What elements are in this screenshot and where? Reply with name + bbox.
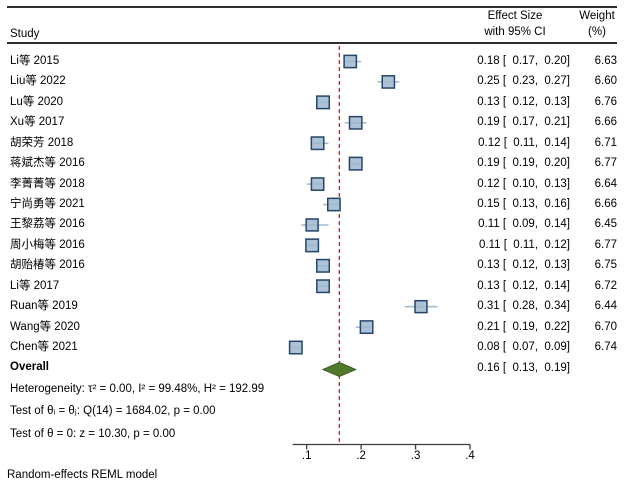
- effect-size-header-line2: with 95% CI: [484, 26, 546, 38]
- study-label: 宁尚勇等 2021: [10, 198, 85, 210]
- heterogeneity-stat: Heterogeneity: τ² = 0.00, I² = 99.48%, H…: [10, 383, 265, 395]
- weight-label: 6.60: [594, 75, 617, 88]
- effect-size-label: 0.31 [ 0.28, 0.34]: [477, 300, 570, 313]
- x-axis-tick-label: .4: [465, 450, 475, 462]
- weight-label: 6.71: [594, 136, 617, 149]
- effect-marker: [348, 156, 363, 171]
- effect-marker: [310, 136, 325, 151]
- weight-label: 6.66: [594, 116, 617, 129]
- weight-label: 6.77: [594, 157, 617, 170]
- header-rule: [7, 42, 617, 44]
- weight-header-line1: Weight: [579, 10, 615, 22]
- weight-label: 6.77: [594, 238, 617, 251]
- study-label: Li等 2015: [10, 55, 60, 67]
- effect-marker: [316, 95, 331, 110]
- effect-marker: [288, 340, 303, 355]
- x-axis-tick-label: .2: [356, 450, 366, 462]
- effect-marker: [327, 197, 341, 212]
- overall-effect-size-label: 0.16 [ 0.13, 0.19]: [477, 362, 570, 374]
- effect-size-label: 0.19 [ 0.17, 0.21]: [477, 116, 570, 129]
- study-label: Li等 2017: [10, 279, 60, 292]
- study-label: Ruan等 2019: [10, 300, 78, 313]
- model-note: Random-effects REML model: [7, 469, 158, 481]
- effect-size-label: 0.13 [ 0.12, 0.13]: [477, 95, 570, 108]
- effect-marker-fill: [311, 137, 324, 150]
- effect-size-label: 0.15 [ 0.13, 0.16]: [477, 198, 570, 210]
- effect-marker-fill: [316, 280, 330, 293]
- test-theta-zero-stat: Test of θ = 0: z = 10.30, p = 0.00: [10, 428, 176, 440]
- effect-marker-fill: [344, 55, 357, 68]
- x-axis-tick-label: .3: [410, 450, 421, 462]
- x-axis-tick-label: .1: [301, 450, 312, 462]
- study-label: Wang等 2020: [10, 320, 80, 333]
- effect-marker-fill: [305, 239, 319, 252]
- effect-marker-fill: [382, 75, 395, 89]
- effect-size-label: 0.13 [ 0.12, 0.13]: [477, 259, 570, 272]
- effect-marker: [310, 177, 325, 191]
- study-label: 胡贻椿等 2016: [10, 259, 85, 272]
- effect-size-label: 0.08 [ 0.07, 0.09]: [477, 341, 570, 354]
- study-label: Lu等 2020: [10, 95, 64, 108]
- effect-marker: [343, 54, 358, 69]
- weight-header-line2: (%): [588, 26, 606, 38]
- study-label: 蒋斌杰等 2016: [10, 157, 85, 170]
- study-label: Xu等 2017: [10, 116, 65, 129]
- weight-label: 6.76: [594, 95, 617, 108]
- study-label: Chen等 2021: [10, 341, 78, 354]
- study-label: 李菁菁等 2018: [10, 177, 85, 190]
- weight-label: 6.74: [594, 341, 617, 354]
- weight-label: 6.70: [594, 320, 617, 333]
- test-theta-equality-stat: Test of θᵢ = θⱼ: Q(14) = 1684.02, p = 0.…: [10, 405, 216, 417]
- effect-size-column-header: Effect Size with 95% CI: [455, 8, 575, 40]
- overall-label: Overall: [10, 361, 49, 373]
- effect-size-label: 0.19 [ 0.19, 0.20]: [477, 157, 570, 170]
- effect-size-label: 0.25 [ 0.23, 0.27]: [477, 75, 570, 88]
- effect-marker-fill: [306, 218, 319, 231]
- effect-marker: [305, 218, 319, 232]
- effect-marker-fill: [349, 116, 362, 129]
- effect-size-label: 0.13 [ 0.12, 0.14]: [477, 279, 570, 292]
- effect-marker: [305, 238, 320, 253]
- weight-label: 6.44: [594, 300, 617, 313]
- effect-marker-fill: [311, 177, 324, 191]
- effect-marker: [359, 320, 374, 335]
- effect-size-label: 0.11 [ 0.11, 0.12]: [478, 238, 570, 251]
- effect-marker-fill: [316, 96, 330, 109]
- effect-marker-fill: [360, 320, 373, 334]
- effect-marker-fill: [349, 157, 362, 170]
- top-rule: [7, 6, 617, 8]
- effect-marker: [316, 279, 330, 294]
- weight-label: 6.45: [594, 218, 617, 231]
- weight-label: 6.64: [594, 177, 617, 190]
- study-label: 胡荣芳 2018: [10, 136, 74, 149]
- weight-label: 6.66: [594, 198, 617, 210]
- effect-marker: [316, 258, 331, 273]
- study-column-header: Study: [10, 28, 40, 40]
- weight-label: 6.72: [594, 279, 617, 292]
- effect-size-label: 0.12 [ 0.10, 0.13]: [477, 177, 570, 190]
- effect-size-label: 0.11 [ 0.09, 0.14]: [478, 218, 570, 231]
- study-label: Liu等 2022: [10, 75, 66, 88]
- overall-diamond: [321, 361, 357, 377]
- effect-marker: [414, 299, 428, 314]
- effect-marker: [348, 115, 363, 130]
- weight-label: 6.75: [594, 259, 617, 272]
- effect-marker: [381, 75, 396, 89]
- effect-size-label: 0.21 [ 0.19, 0.22]: [477, 320, 570, 333]
- effect-marker-fill: [289, 341, 303, 354]
- effect-marker-fill: [316, 259, 330, 273]
- weight-column-header: Weight (%): [566, 8, 624, 40]
- effect-size-label: 0.12 [ 0.11, 0.14]: [478, 136, 570, 149]
- weight-label: 6.63: [594, 55, 617, 67]
- effect-size-header-line1: Effect Size: [487, 10, 543, 22]
- effect-marker-fill: [415, 300, 427, 313]
- study-label: 周小梅等 2016: [10, 238, 85, 251]
- study-label: 王黎荔等 2016: [10, 218, 85, 231]
- effect-marker-fill: [327, 198, 341, 211]
- effect-size-label: 0.18 [ 0.17, 0.20]: [477, 55, 570, 67]
